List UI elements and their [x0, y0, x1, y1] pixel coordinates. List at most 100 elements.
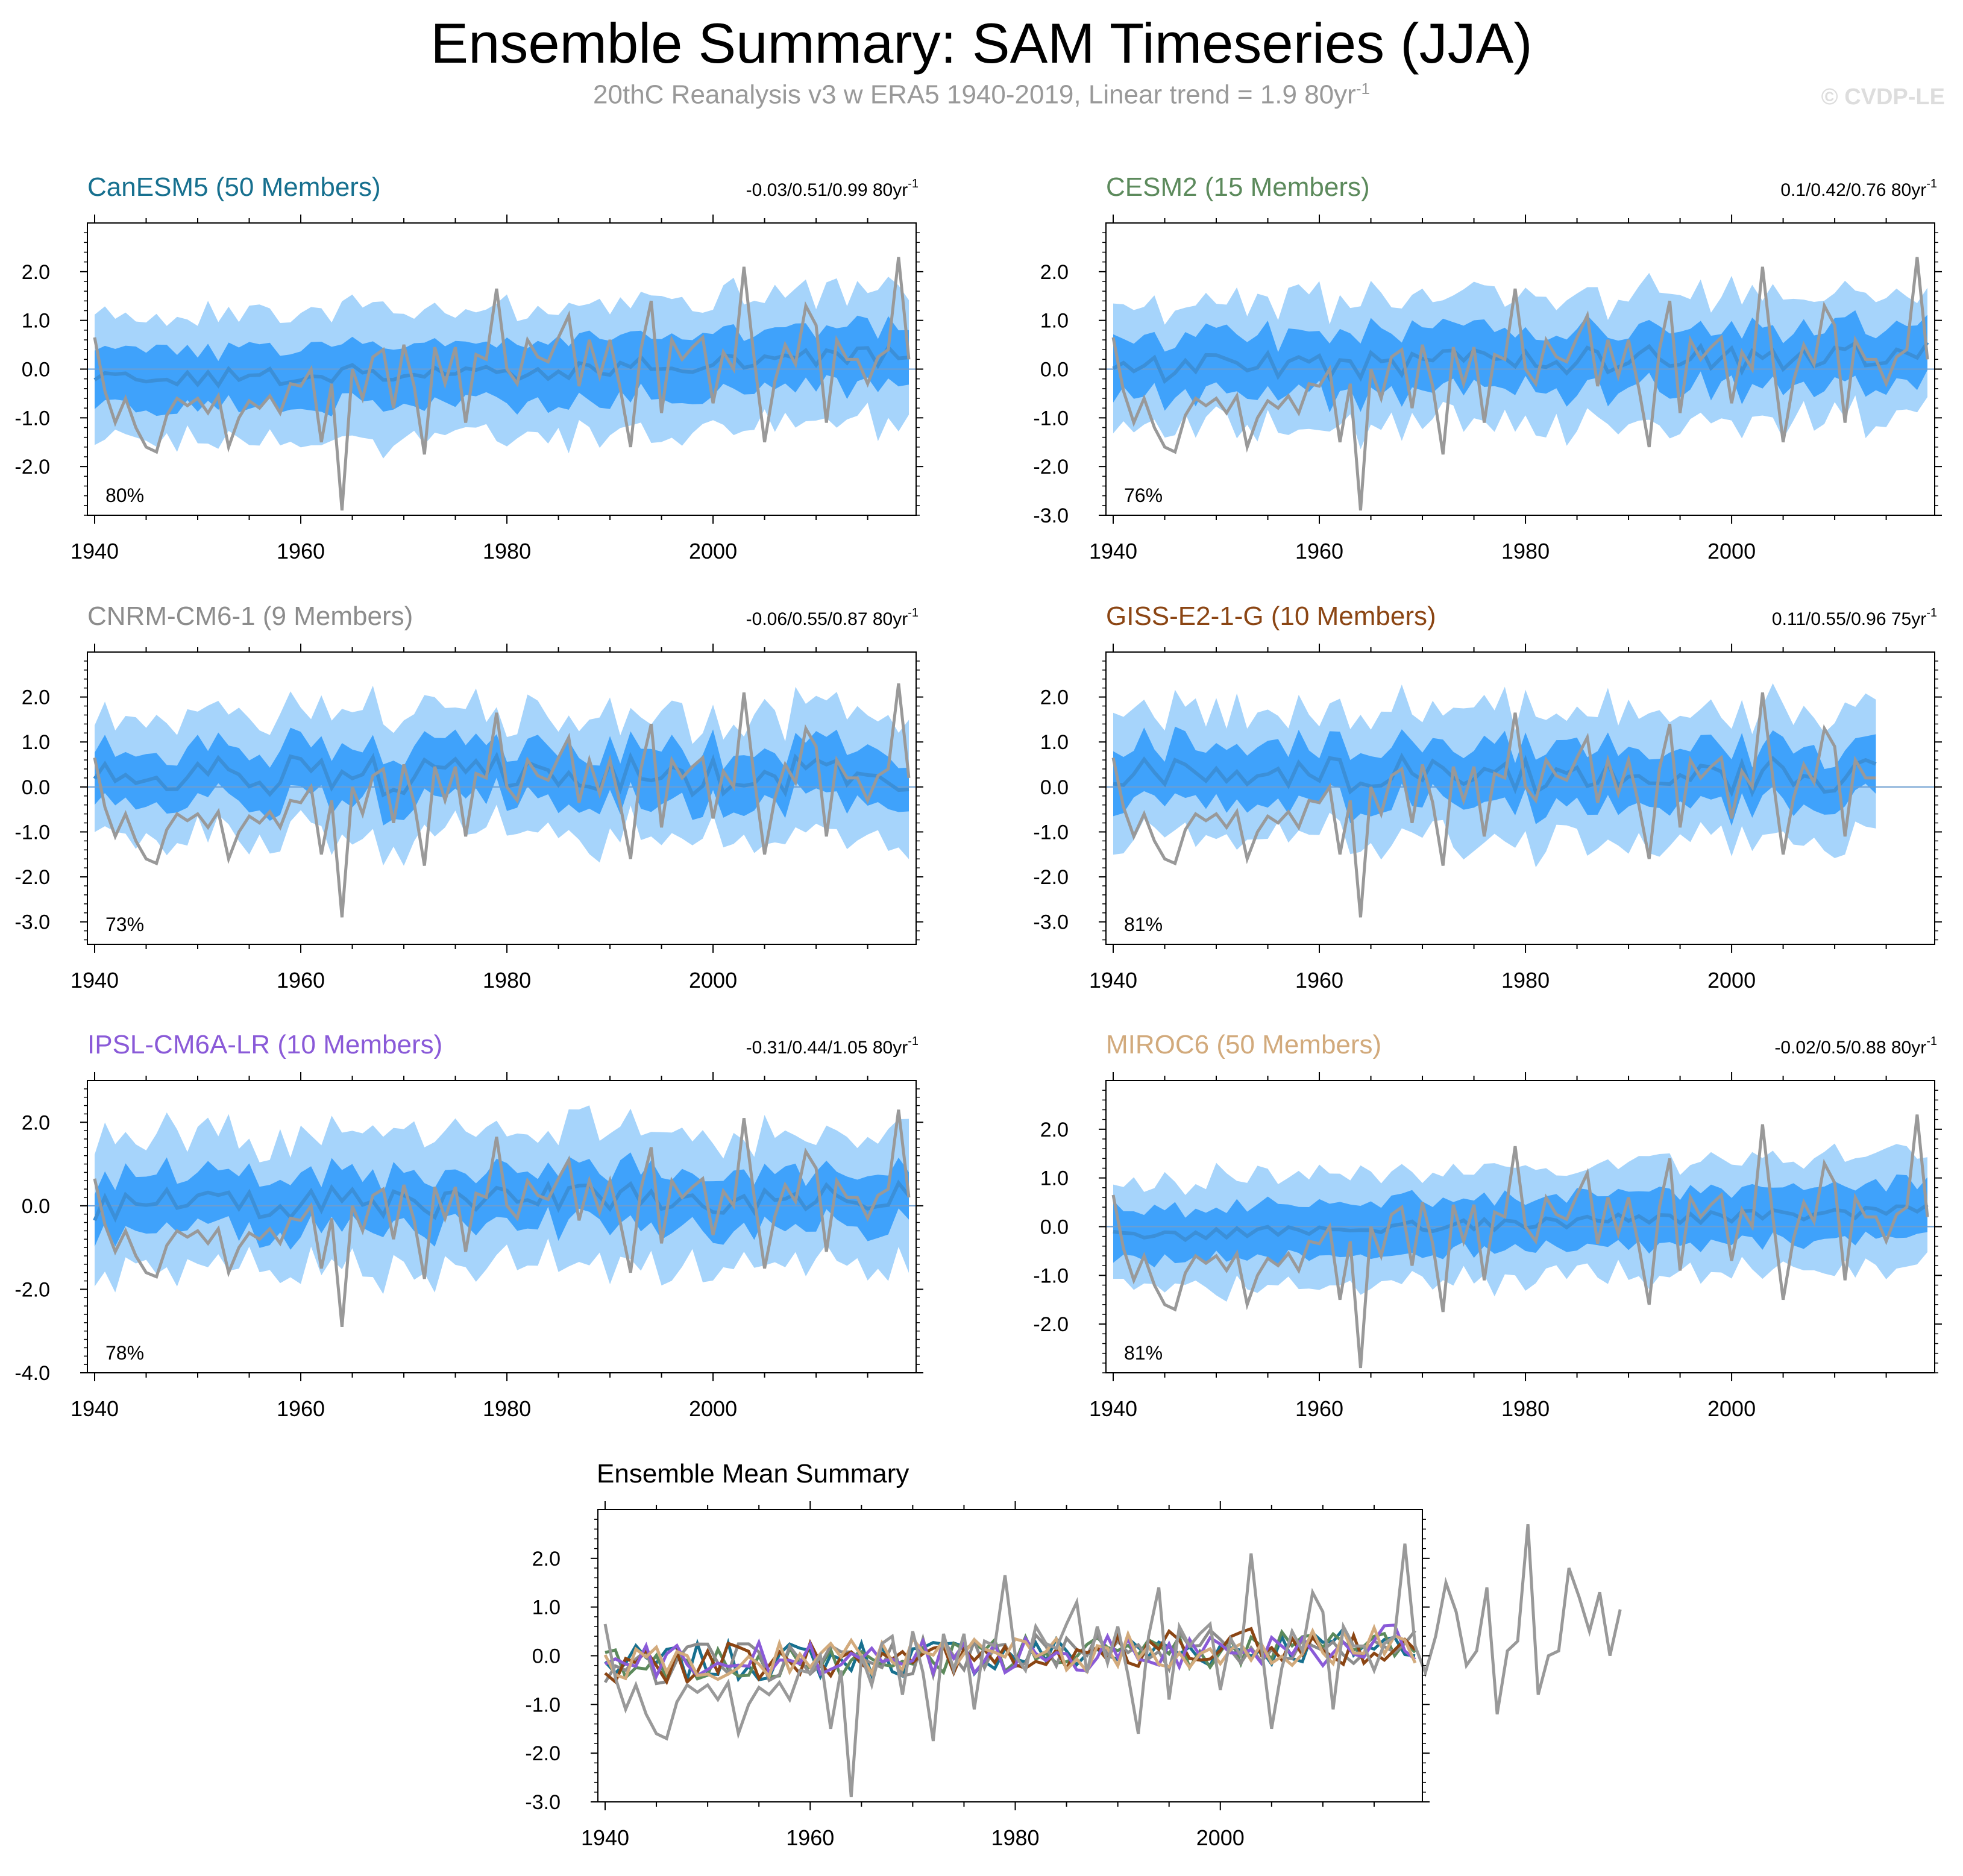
x-tick-label: 1980 [1501, 539, 1550, 563]
x-tick-label: 1960 [786, 1825, 834, 1850]
x-tick-label: 1960 [277, 1396, 325, 1421]
y-tick-label: 2.0 [1040, 686, 1069, 709]
y-tick-label: -1.0 [14, 407, 50, 430]
panel-GISS-E2-1-G: GISS-E2-1-G (10 Members) 0.11/0.55/0.96 7… [1033, 601, 1942, 993]
stats-exponent: -1 [1926, 606, 1937, 620]
panel-stats: -0.02/0.5/0.88 80yr-1 [1774, 1035, 1937, 1058]
panel-IPSL-CM6A-LR: IPSL-CM6A-LR (10 Members) -0.31/0.44/1.05… [14, 1030, 923, 1421]
x-tick-label: 1960 [1295, 968, 1343, 993]
plot-frame [1105, 651, 1935, 945]
percent-label: 81% [1124, 1342, 1163, 1364]
panel-stats: 0.1/0.42/0.76 80yr-1 [1780, 177, 1937, 200]
x-tick-label: 1980 [483, 539, 531, 563]
panel-CNRM-CM6-1: CNRM-CM6-1 (9 Members) -0.06/0.55/0.87 80… [14, 601, 923, 993]
x-tick-label: 1980 [1501, 1396, 1550, 1421]
x-tick-label: 1940 [1089, 1396, 1137, 1421]
x-tick-label: 2000 [1707, 539, 1756, 563]
percent-label: 80% [105, 485, 144, 506]
y-tick-label: 2.0 [1040, 261, 1069, 284]
x-tick-label: 1940 [1089, 968, 1137, 993]
x-tick-label: 2000 [1707, 1396, 1756, 1421]
x-tick-label: 1980 [991, 1825, 1039, 1850]
page-title: Ensemble Summary: SAM Timeseries (JJA) [430, 11, 1533, 75]
y-tick-label: 2.0 [1040, 1118, 1069, 1141]
y-tick-label: 1.0 [1040, 310, 1069, 333]
panel-title: IPSL-CM6A-LR (10 Members) [87, 1030, 442, 1059]
y-tick-label: -2.0 [14, 866, 50, 889]
y-tick-label: 0.0 [22, 359, 50, 381]
panel-stats: -0.06/0.55/0.87 80yr-1 [746, 606, 919, 629]
percent-label: 73% [105, 914, 144, 935]
x-tick-label: 2000 [689, 1396, 737, 1421]
y-tick-label: -2.0 [1033, 866, 1069, 889]
percent-label: 78% [105, 1342, 144, 1364]
y-tick-label: -2.0 [525, 1742, 561, 1765]
y-tick-label: 0.0 [22, 1195, 50, 1218]
series-line-MIROC6 [603, 1623, 1417, 1681]
subtitle-exponent: -1 [1355, 80, 1370, 98]
stats-exponent: -1 [1926, 1035, 1937, 1048]
ensemble-mean-line [1113, 1203, 1929, 1243]
x-tick-label: 2000 [1196, 1825, 1245, 1850]
y-tick-label: -2.0 [1033, 1313, 1069, 1336]
x-tick-label: 1940 [71, 1396, 119, 1421]
panel-title: Ensemble Mean Summary [597, 1459, 909, 1489]
y-tick-label: -4.0 [14, 1362, 50, 1385]
panel-ensemble-mean: Ensemble Mean Summary 2.0 1.0 0.0 -1.0 -2.0 -3… [525, 1459, 1622, 1850]
inner-spread-band [95, 1152, 909, 1250]
x-tick-label: 2000 [689, 968, 737, 993]
page-subtitle: 20thC Reanalysis v3 w ERA5 1940-2019, Li… [0, 80, 1963, 110]
y-tick-label: -1.0 [1033, 1264, 1069, 1287]
observed-line [1111, 692, 1876, 918]
y-tick-label: 2.0 [22, 261, 50, 284]
y-tick-label: 0.0 [1040, 1216, 1069, 1239]
x-tick-label: 1960 [277, 968, 325, 993]
panel-MIROC6: MIROC6 (50 Members) -0.02/0.5/0.88 80yr-1… [1033, 1030, 1942, 1421]
observed-line [1111, 1114, 1929, 1369]
panel-title: CNRM-CM6-1 (9 Members) [87, 601, 413, 631]
panel-title: CESM2 (15 Members) [1106, 172, 1370, 202]
y-tick-label: -2.0 [14, 1278, 50, 1301]
x-tick-label: 1940 [581, 1825, 629, 1850]
x-tick-label: 1940 [71, 539, 119, 563]
y-tick-label: -1.0 [1033, 821, 1069, 844]
x-tick-label: 1960 [277, 539, 325, 563]
x-tick-label: 2000 [689, 539, 737, 563]
x-tick-label: 2000 [1707, 968, 1756, 993]
panel-CESM2: CESM2 (15 Members) 0.1/0.42/0.76 80yr-1 76… [1033, 172, 1942, 563]
panel-stats: -0.03/0.51/0.99 80yr-1 [746, 177, 919, 200]
subtitle-text: 20thC Reanalysis v3 w ERA5 1940-2019, Li… [593, 80, 1356, 110]
ensemble-mean-line [1112, 340, 1929, 384]
x-tick-label: 1940 [71, 968, 119, 993]
y-tick-label: -3.0 [1033, 911, 1069, 934]
panel-CanESM5: CanESM5 (50 Members) -0.03/0.51/0.99 80yr… [14, 172, 923, 563]
panel-title: GISS-E2-1-G (10 Members) [1106, 601, 1436, 631]
y-tick-label: 1.0 [22, 731, 50, 754]
y-tick-label: -3.0 [14, 911, 50, 934]
y-tick-label: 1.0 [22, 310, 50, 333]
observed-line [1111, 257, 1929, 511]
percent-label: 76% [1124, 485, 1163, 506]
y-tick-label: -2.0 [1033, 456, 1069, 478]
observed-line [93, 683, 911, 918]
y-tick-label: -2.0 [14, 456, 50, 478]
y-tick-label: 2.0 [22, 1111, 50, 1134]
observed-line [93, 257, 911, 511]
y-tick-label: 0.0 [22, 776, 50, 799]
watermark: © CVDP-LE [1821, 84, 1945, 110]
x-tick-label: 1960 [1295, 1396, 1343, 1421]
x-tick-label: 1940 [1089, 539, 1137, 563]
y-tick-label: -1.0 [525, 1693, 561, 1716]
percent-label: 81% [1124, 914, 1163, 935]
observed-line [603, 1524, 1622, 1798]
y-tick-label: -3.0 [525, 1791, 561, 1814]
panel-title: MIROC6 (50 Members) [1106, 1030, 1381, 1059]
x-tick-label: 1980 [483, 968, 531, 993]
series-line-CESM2 [605, 1628, 1416, 1682]
ensemble-mean-line [93, 751, 909, 798]
x-tick-label: 1980 [1501, 968, 1550, 993]
stats-exponent: -1 [908, 1035, 919, 1048]
y-tick-label: 1.0 [1040, 1167, 1069, 1190]
y-tick-label: 0.0 [1040, 359, 1069, 381]
y-tick-label: 2.0 [532, 1548, 561, 1570]
